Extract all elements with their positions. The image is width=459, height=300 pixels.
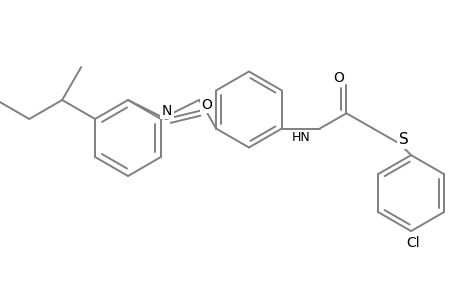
Text: HN: HN bbox=[291, 131, 309, 144]
Text: O: O bbox=[201, 98, 212, 112]
Text: N: N bbox=[162, 104, 172, 118]
Text: O: O bbox=[332, 71, 343, 85]
Text: S: S bbox=[398, 132, 408, 147]
Text: Cl: Cl bbox=[405, 236, 419, 250]
